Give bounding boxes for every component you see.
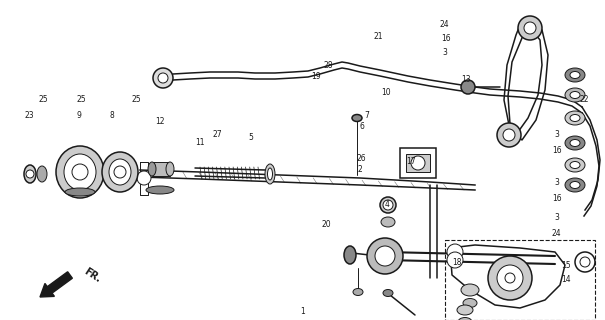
Ellipse shape <box>56 146 104 198</box>
Ellipse shape <box>383 290 393 297</box>
Ellipse shape <box>109 159 131 185</box>
Circle shape <box>461 80 475 94</box>
Ellipse shape <box>461 284 479 296</box>
Text: 3: 3 <box>554 213 559 222</box>
Text: 16: 16 <box>441 34 451 43</box>
Bar <box>445 240 595 320</box>
Text: FR.: FR. <box>82 266 102 284</box>
Circle shape <box>153 68 173 88</box>
Text: 16: 16 <box>552 146 561 155</box>
Bar <box>152 162 170 176</box>
Text: 13: 13 <box>461 75 471 84</box>
Circle shape <box>367 238 403 274</box>
Text: 15: 15 <box>561 261 571 270</box>
Circle shape <box>497 265 523 291</box>
Circle shape <box>503 129 515 141</box>
Text: 16: 16 <box>552 194 561 203</box>
Circle shape <box>447 252 463 268</box>
Text: 26: 26 <box>356 154 366 163</box>
Circle shape <box>72 164 88 180</box>
Circle shape <box>158 73 168 83</box>
Circle shape <box>411 156 425 170</box>
Circle shape <box>524 22 536 34</box>
Ellipse shape <box>458 317 472 320</box>
Text: 28: 28 <box>324 61 333 70</box>
Text: 14: 14 <box>561 276 571 284</box>
Circle shape <box>383 200 393 210</box>
Circle shape <box>497 123 521 147</box>
Ellipse shape <box>457 305 473 315</box>
Text: 23: 23 <box>24 111 34 120</box>
Ellipse shape <box>570 181 580 188</box>
Text: 7: 7 <box>365 111 370 120</box>
Ellipse shape <box>102 152 138 192</box>
Circle shape <box>488 256 532 300</box>
Text: 5: 5 <box>249 133 253 142</box>
Text: 10: 10 <box>381 88 391 97</box>
Text: 21: 21 <box>374 32 384 41</box>
Ellipse shape <box>565 178 585 192</box>
Text: 17: 17 <box>407 157 416 166</box>
Ellipse shape <box>380 197 396 213</box>
Ellipse shape <box>570 92 580 99</box>
Text: 22: 22 <box>579 95 589 104</box>
Ellipse shape <box>565 158 585 172</box>
Ellipse shape <box>267 168 272 180</box>
Text: 12: 12 <box>155 117 165 126</box>
Text: 8: 8 <box>110 111 114 120</box>
Text: 6: 6 <box>359 122 364 131</box>
Text: 3: 3 <box>554 130 559 139</box>
Text: 19: 19 <box>312 72 321 81</box>
Circle shape <box>505 273 515 283</box>
Ellipse shape <box>353 289 363 295</box>
Ellipse shape <box>24 165 36 183</box>
Ellipse shape <box>344 246 356 264</box>
Circle shape <box>447 244 463 260</box>
Ellipse shape <box>570 162 580 169</box>
Text: 2: 2 <box>358 165 362 174</box>
Circle shape <box>114 166 126 178</box>
Circle shape <box>518 16 542 40</box>
Circle shape <box>575 252 595 272</box>
Text: 18: 18 <box>452 258 462 267</box>
Ellipse shape <box>565 111 585 125</box>
Ellipse shape <box>37 166 47 182</box>
Ellipse shape <box>570 115 580 122</box>
Bar <box>400 148 436 178</box>
Text: 24: 24 <box>440 20 450 28</box>
Ellipse shape <box>352 115 362 122</box>
Text: 9: 9 <box>76 111 81 120</box>
Ellipse shape <box>565 88 585 102</box>
Ellipse shape <box>565 68 585 82</box>
Text: 11: 11 <box>195 138 204 147</box>
Ellipse shape <box>148 162 156 176</box>
Text: 1: 1 <box>300 308 305 316</box>
Text: 20: 20 <box>322 220 332 228</box>
Text: 27: 27 <box>213 130 223 139</box>
Text: 3: 3 <box>554 178 559 187</box>
Text: 25: 25 <box>39 95 48 104</box>
Ellipse shape <box>565 136 585 150</box>
Text: 25: 25 <box>77 95 87 104</box>
Text: 24: 24 <box>552 229 561 238</box>
Text: 3: 3 <box>442 48 447 57</box>
Text: 25: 25 <box>131 95 141 104</box>
Ellipse shape <box>65 188 95 196</box>
Ellipse shape <box>146 186 174 194</box>
Circle shape <box>137 171 151 185</box>
Text: 4: 4 <box>385 200 390 209</box>
Circle shape <box>26 170 34 178</box>
Ellipse shape <box>570 71 580 78</box>
Circle shape <box>580 257 590 267</box>
Ellipse shape <box>463 299 477 308</box>
Circle shape <box>375 246 395 266</box>
Bar <box>406 154 430 172</box>
Ellipse shape <box>265 164 275 184</box>
Ellipse shape <box>381 217 395 227</box>
Ellipse shape <box>166 162 174 176</box>
Ellipse shape <box>570 140 580 147</box>
Ellipse shape <box>64 154 96 190</box>
FancyArrow shape <box>40 272 73 297</box>
